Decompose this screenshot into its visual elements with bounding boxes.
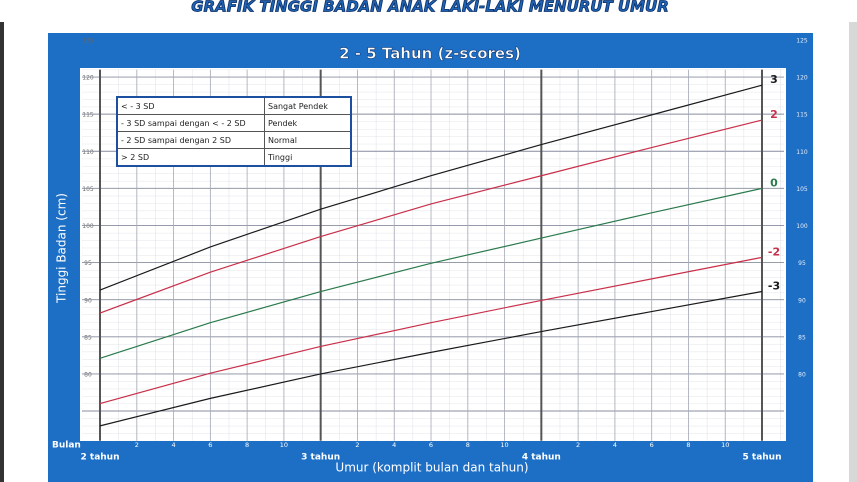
y-axis-title: Tinggi Badan (cm) [55,193,69,304]
y-tick-label: 90 [84,297,92,304]
x-tick-label: 10 [721,441,729,449]
x-tick-label: 2 [355,441,359,449]
z-score-line [99,119,763,314]
x-tick-label: 4 [613,441,617,449]
y-tick-label: 105 [82,186,94,193]
legend-row: > 2 SD Tinggi [116,148,352,167]
y-tick-label-right: 120 [796,75,808,82]
y-tick-label-right: 125 [796,38,808,45]
z-score-line [99,290,763,427]
y-tick-label: 80 [84,372,92,379]
legend-table-box: < - 3 SD Sangat Pendek- 3 SD sampai denga… [116,96,352,167]
series-label: 0 [770,176,778,189]
x-tick-label: 8 [466,441,470,449]
legend-cell: Tinggi [264,148,352,167]
x-tick-label: 4 [171,441,175,449]
series-label: -2 [768,245,780,258]
z-score-line [99,256,763,405]
x-tick-label: 3 tahun [301,453,340,463]
y-tick-label: 95 [84,260,92,267]
y-tick-label: 125 [82,38,94,45]
y-tick-label-right: 95 [798,260,806,267]
x-tick-label: 6 [429,441,433,449]
y-tick-label-right: 85 [798,334,806,341]
y-tick-label: 85 [84,334,92,341]
page-title: GRAFIK TINGGI BADAN ANAK LAKI-LAKI MENUR… [191,0,669,16]
x-tick-label: 2 tahun [81,453,120,463]
y-tick-label-right: 80 [798,372,806,379]
y-tick-label-right: 115 [796,112,808,119]
y-tick-label-right: 90 [798,297,806,304]
legend-row: - 3 SD sampai dengan < - 2 SD Pendek [116,114,352,132]
x-tick-label: 6 [208,441,212,449]
x-tick-label: 6 [650,441,654,449]
legend-cell: Sangat Pendek [264,96,352,115]
right-border [849,22,857,482]
x-axis-title: Umur (komplit bulan dan tahun) [335,461,528,475]
x-tick-label: 2 [576,441,580,449]
legend-row: - 2 SD sampai dengan 2 SD Normal [116,131,352,149]
y-tick-label: 100 [82,223,94,230]
legend-cell: - 2 SD sampai dengan 2 SD [116,131,265,149]
legend-cell: < - 3 SD [116,96,265,115]
z-score-line [99,84,763,291]
x-tick-label: 10 [500,441,508,449]
series-label: 3 [770,73,778,86]
z-score-line [99,187,763,359]
series-label: -3 [768,280,780,293]
x-tick-label: 10 [280,441,288,449]
x-tick-label: 8 [686,441,690,449]
y-tick-label-right: 100 [796,223,808,230]
y-tick-label-right: 110 [796,149,808,156]
chart-title: 2 - 5 Tahun (z-scores) [339,45,521,63]
legend-cell: Pendek [264,114,352,132]
x-tick-label: 4 [392,441,396,449]
y-tick-label: 115 [82,112,94,119]
y-tick-label: 120 [82,75,94,82]
legend-table: < - 3 SD Sangat Pendek - 3 SD sampai denga… [116,96,352,167]
legend-cell: - 3 SD sampai dengan < - 2 SD [116,114,265,132]
series-label: 2 [770,108,778,121]
legend-row: < - 3 SD Sangat Pendek [116,96,352,115]
x-tick-label: 8 [245,441,249,449]
y-tick-label: 110 [82,149,94,156]
x-tick-label: 2 [135,441,139,449]
legend-cell: > 2 SD [116,148,265,167]
legend-cell: Normal [264,131,352,149]
y-tick-label-right: 105 [796,186,808,193]
x-unit-label: Bulan [52,441,81,451]
left-border [0,22,4,482]
x-tick-label: 4 tahun [522,453,561,463]
x-tick-label: 5 tahun [743,453,782,463]
